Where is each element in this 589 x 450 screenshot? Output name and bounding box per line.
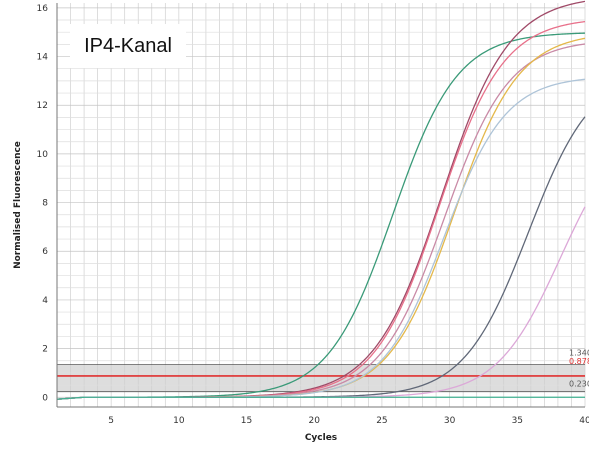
channel-label: IP4-Kanal [84,34,172,57]
amplification-curves [56,0,586,400]
y-axis-title: Normalised Fluorescence [13,141,23,269]
threshold-label: 0.878 [569,357,589,366]
x-tick-labels: 5 10 15 20 25 30 35 40 [108,416,589,426]
x-tick-label: 5 [108,416,114,426]
y-tick-label: 14 [37,53,49,63]
threshold-labels: 1.3400.878 0.230 [569,349,589,389]
channel-label-box: IP4-Kanal [70,24,186,68]
y-tick-label: 0 [42,393,48,403]
x-tick-label: 25 [376,416,387,426]
x-tick-label: 35 [512,416,523,426]
x-tick-label: 10 [173,416,185,426]
y-tick-label: 12 [37,101,48,111]
axes [56,3,585,408]
threshold-label: 1.340 [569,349,589,358]
y-tick-label: 6 [42,247,48,257]
y-tick-labels: 0 2 4 6 8 10 12 14 16 [37,4,49,403]
x-axis-title: Cycles [305,433,337,443]
y-tick-label: 8 [42,199,48,209]
x-tick-label: 20 [309,416,321,426]
x-tick-label: 30 [444,416,456,426]
x-tick-label: 15 [241,416,252,426]
y-tick-label: 4 [42,296,48,306]
y-tick-label: 16 [37,4,49,14]
x-tick-label: 40 [579,416,589,426]
y-tick-label: 2 [42,345,48,355]
threshold-label: 0.230 [569,380,589,389]
amplification-curve [56,396,585,400]
y-tick-label: 10 [37,150,49,160]
